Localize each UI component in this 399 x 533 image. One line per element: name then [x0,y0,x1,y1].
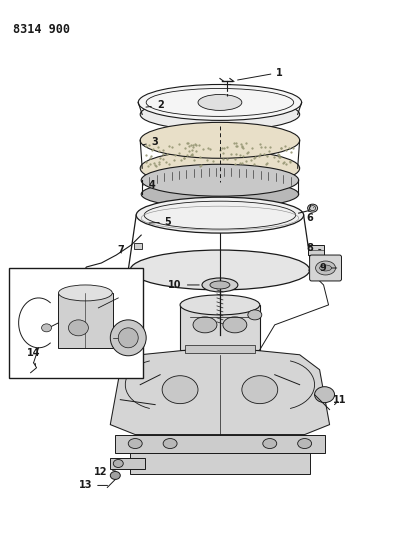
Ellipse shape [110,320,146,356]
Ellipse shape [163,439,177,449]
Bar [59,293,113,348]
Ellipse shape [162,376,198,403]
Ellipse shape [198,94,242,110]
Text: 9: 9 [319,263,337,273]
Text: 13: 13 [79,480,108,490]
Text: 8: 8 [306,243,321,253]
Text: 5: 5 [149,217,172,227]
Text: 4: 4 [143,180,156,190]
Ellipse shape [298,439,312,449]
Ellipse shape [118,328,138,348]
Bar [9,268,143,378]
Ellipse shape [130,250,310,290]
Bar [180,305,260,350]
Text: 3: 3 [143,138,158,147]
Text: 8314 900: 8314 900 [13,22,70,36]
Ellipse shape [141,164,299,196]
Bar [134,243,142,249]
Text: 7: 7 [117,245,124,255]
Ellipse shape [223,317,247,333]
Text: 10: 10 [168,280,199,290]
Bar [308,245,324,255]
Ellipse shape [41,324,51,332]
Bar [110,457,145,470]
Ellipse shape [140,99,300,131]
Ellipse shape [141,180,299,208]
Ellipse shape [69,320,89,336]
Ellipse shape [320,265,332,271]
Ellipse shape [210,281,230,289]
Bar [130,453,310,474]
Ellipse shape [59,285,112,301]
Text: 14: 14 [27,348,40,366]
Bar [115,434,324,453]
Text: 6: 6 [306,208,314,223]
Text: 1: 1 [238,68,283,80]
Ellipse shape [110,472,120,480]
Ellipse shape [193,317,217,333]
Text: 11: 11 [333,394,346,405]
Text: 12: 12 [94,467,116,478]
Ellipse shape [113,459,123,467]
Ellipse shape [314,386,334,402]
Ellipse shape [128,439,142,449]
Bar [185,345,255,353]
Ellipse shape [308,204,318,212]
Text: 2: 2 [146,100,164,110]
Ellipse shape [140,123,300,158]
Ellipse shape [242,376,278,403]
Ellipse shape [263,439,277,449]
Polygon shape [110,350,330,434]
Ellipse shape [136,197,304,233]
Ellipse shape [248,310,262,320]
Ellipse shape [138,84,302,120]
Ellipse shape [140,150,300,186]
Ellipse shape [316,261,336,275]
Ellipse shape [202,278,238,292]
Ellipse shape [180,295,260,315]
FancyBboxPatch shape [310,255,342,281]
